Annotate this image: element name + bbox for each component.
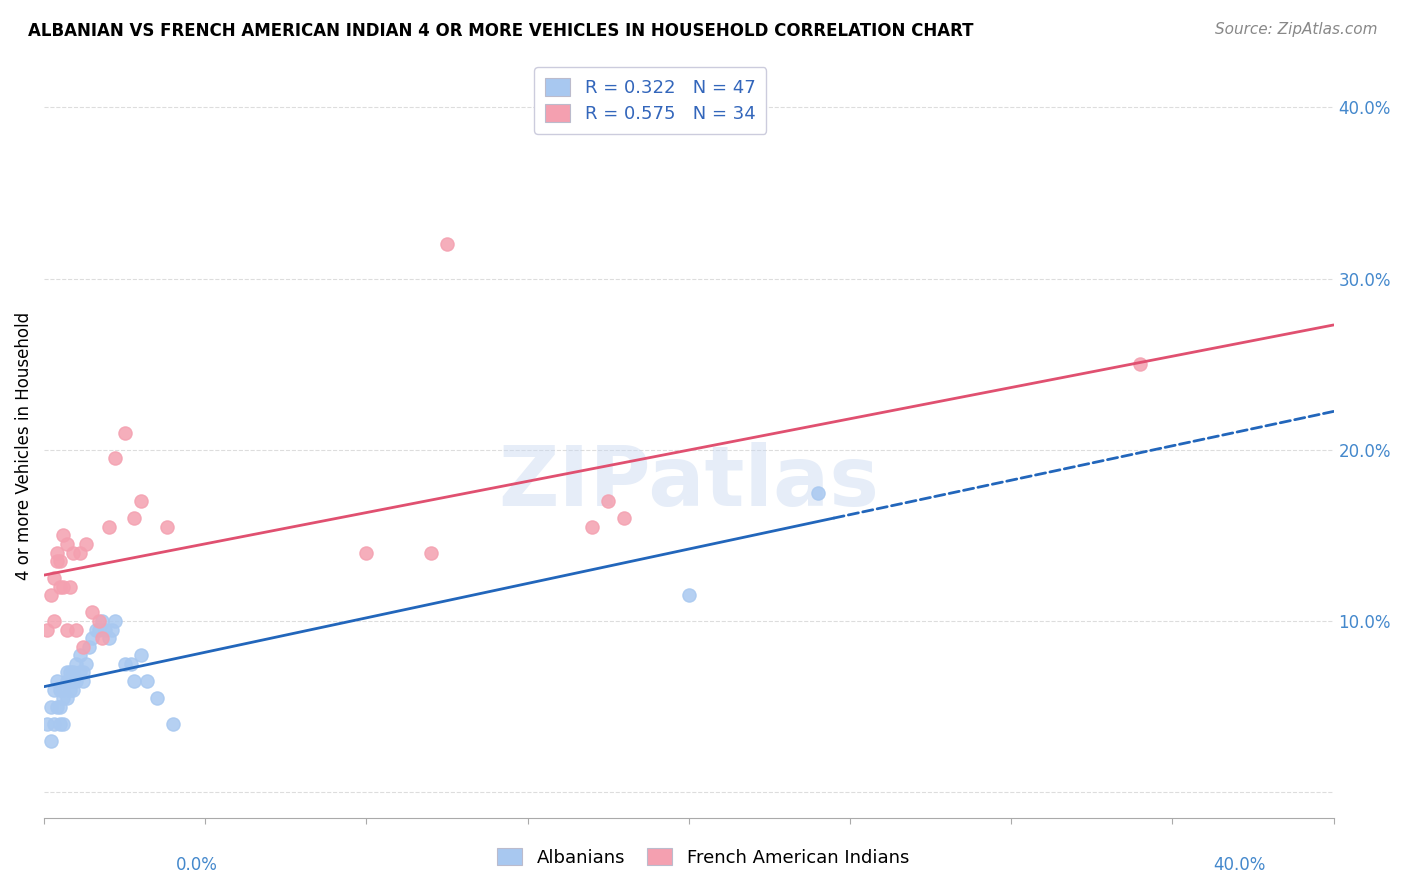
Point xyxy=(436,237,458,252)
Text: ZIPatlas: ZIPatlas xyxy=(498,442,879,524)
Point xyxy=(65,673,87,688)
Point xyxy=(114,425,136,440)
Point xyxy=(156,520,179,534)
Point xyxy=(120,657,142,671)
Point xyxy=(55,665,77,680)
Point xyxy=(72,673,94,688)
Point xyxy=(42,614,65,628)
Point xyxy=(75,657,97,671)
Point xyxy=(62,665,84,680)
Point xyxy=(46,699,69,714)
Point xyxy=(97,520,120,534)
Point xyxy=(124,673,146,688)
Point xyxy=(42,571,65,585)
Point xyxy=(581,520,603,534)
Point xyxy=(42,716,65,731)
Point xyxy=(62,545,84,559)
Point xyxy=(46,673,69,688)
Point xyxy=(55,673,77,688)
Point xyxy=(37,623,59,637)
Legend: R = 0.322   N = 47, R = 0.575   N = 34: R = 0.322 N = 47, R = 0.575 N = 34 xyxy=(534,68,766,134)
Point xyxy=(136,673,159,688)
Point xyxy=(77,640,100,654)
Point xyxy=(59,580,82,594)
Point xyxy=(49,716,72,731)
Point xyxy=(91,614,114,628)
Text: 40.0%: 40.0% xyxy=(1213,856,1265,874)
Point xyxy=(72,665,94,680)
Point xyxy=(91,631,114,645)
Point xyxy=(69,665,91,680)
Point xyxy=(52,528,75,542)
Point xyxy=(55,691,77,706)
Point xyxy=(52,691,75,706)
Point xyxy=(97,631,120,645)
Point xyxy=(59,673,82,688)
Legend: Albanians, French American Indians: Albanians, French American Indians xyxy=(489,841,917,874)
Point xyxy=(62,673,84,688)
Point xyxy=(87,614,110,628)
Point xyxy=(65,657,87,671)
Point xyxy=(49,699,72,714)
Point xyxy=(39,734,62,748)
Point xyxy=(49,580,72,594)
Point xyxy=(162,716,184,731)
Point xyxy=(104,614,127,628)
Point xyxy=(678,588,700,602)
Point xyxy=(114,657,136,671)
Point xyxy=(807,485,830,500)
Point xyxy=(87,623,110,637)
Point xyxy=(59,682,82,697)
Point xyxy=(84,623,107,637)
Point xyxy=(356,545,378,559)
Point xyxy=(129,648,152,663)
Y-axis label: 4 or more Vehicles in Household: 4 or more Vehicles in Household xyxy=(15,311,32,580)
Point xyxy=(46,545,69,559)
Point xyxy=(104,451,127,466)
Point xyxy=(82,606,104,620)
Point xyxy=(146,691,169,706)
Point xyxy=(65,623,87,637)
Point xyxy=(62,682,84,697)
Point xyxy=(49,554,72,568)
Point xyxy=(129,494,152,508)
Point xyxy=(42,682,65,697)
Point xyxy=(69,545,91,559)
Point xyxy=(598,494,620,508)
Point xyxy=(613,511,636,525)
Text: 0.0%: 0.0% xyxy=(176,856,218,874)
Point xyxy=(52,716,75,731)
Point xyxy=(39,699,62,714)
Point xyxy=(420,545,443,559)
Point xyxy=(101,623,124,637)
Point xyxy=(55,537,77,551)
Point xyxy=(124,511,146,525)
Point xyxy=(94,623,117,637)
Point xyxy=(52,580,75,594)
Point xyxy=(55,623,77,637)
Point xyxy=(82,631,104,645)
Point xyxy=(52,682,75,697)
Point xyxy=(46,554,69,568)
Point xyxy=(59,665,82,680)
Point xyxy=(69,648,91,663)
Point xyxy=(49,682,72,697)
Text: ALBANIAN VS FRENCH AMERICAN INDIAN 4 OR MORE VEHICLES IN HOUSEHOLD CORRELATION C: ALBANIAN VS FRENCH AMERICAN INDIAN 4 OR … xyxy=(28,22,973,40)
Point xyxy=(37,716,59,731)
Text: Source: ZipAtlas.com: Source: ZipAtlas.com xyxy=(1215,22,1378,37)
Point xyxy=(75,537,97,551)
Point xyxy=(39,588,62,602)
Point xyxy=(72,640,94,654)
Point xyxy=(1129,357,1152,371)
